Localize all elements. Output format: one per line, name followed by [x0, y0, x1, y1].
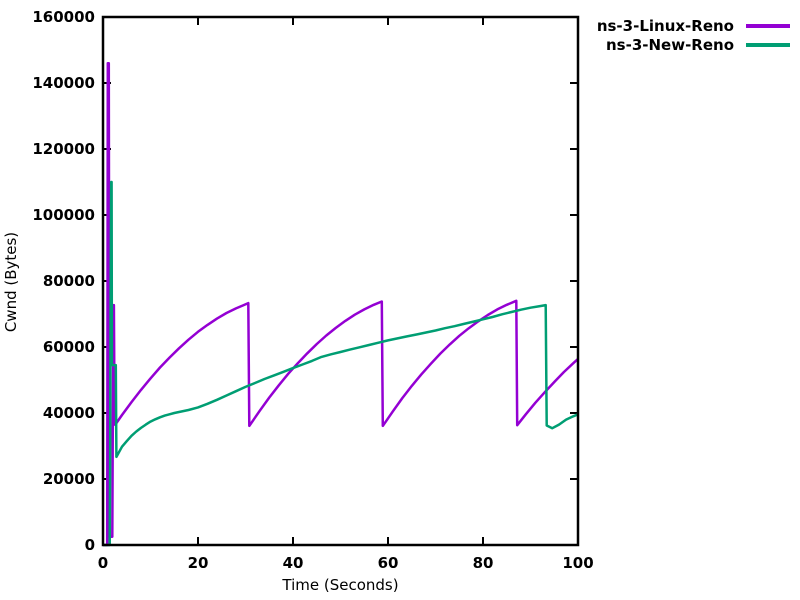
legend: ns-3-Linux-Reno ns-3-New-Reno — [597, 16, 790, 54]
x-tick-label: 20 — [188, 554, 209, 572]
x-tick-label: 40 — [283, 554, 304, 572]
y-tick-label: 0 — [85, 536, 95, 554]
y-tick-label: 100000 — [32, 206, 95, 224]
legend-item-new-reno: ns-3-New-Reno — [597, 35, 790, 54]
series-line-ns-3-linux-reno — [103, 61, 579, 547]
legend-line-sample-new-reno — [746, 42, 790, 47]
y-tick-label: 20000 — [43, 470, 95, 488]
y-axis-title: Cwnd (Bytes) — [2, 231, 20, 333]
y-tick-label: 140000 — [32, 74, 95, 92]
legend-item-linux-reno: ns-3-Linux-Reno — [597, 16, 790, 35]
y-tick-label: 60000 — [43, 338, 95, 356]
plot-border — [101, 15, 580, 547]
y-tick-label: 40000 — [43, 404, 95, 422]
legend-line-sample-linux-reno — [746, 23, 790, 28]
y-tick-label: 80000 — [43, 272, 95, 290]
x-tick-label: 0 — [98, 554, 108, 572]
x-tick-label: 80 — [473, 554, 494, 572]
x-tick-label: 100 — [562, 554, 593, 572]
y-tick-label: 160000 — [32, 8, 95, 26]
legend-label-linux-reno: ns-3-Linux-Reno — [596, 16, 734, 35]
x-tick-label: 60 — [378, 554, 399, 572]
legend-label-new-reno: ns-3-New-Reno — [605, 35, 734, 54]
series-line-ns-3-new-reno — [103, 180, 579, 547]
x-axis-title: Time (Seconds) — [282, 576, 399, 594]
y-tick-label: 120000 — [32, 140, 95, 158]
